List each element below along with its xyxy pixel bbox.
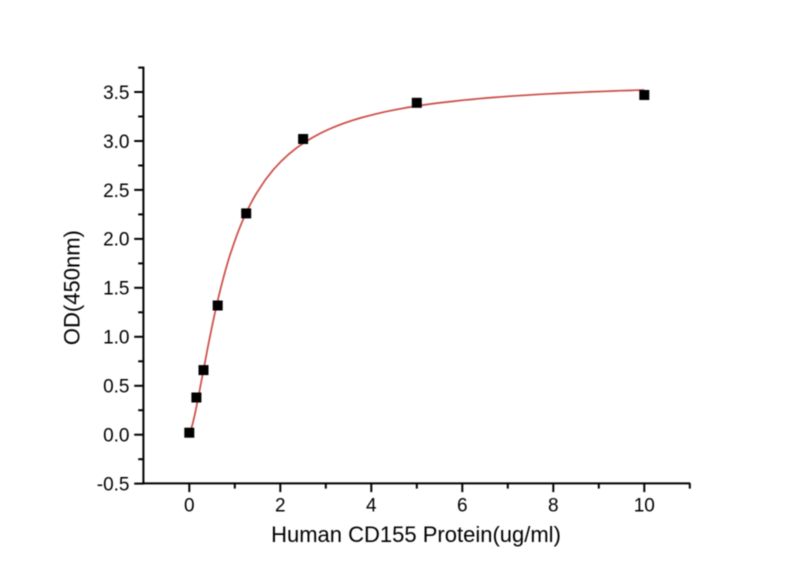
svg-text:OD(450nm): OD(450nm) bbox=[60, 230, 85, 345]
svg-text:-0.5: -0.5 bbox=[97, 474, 130, 495]
svg-text:1.5: 1.5 bbox=[103, 279, 129, 300]
svg-text:0: 0 bbox=[184, 496, 195, 517]
svg-text:0.5: 0.5 bbox=[103, 377, 129, 398]
svg-text:2.0: 2.0 bbox=[103, 230, 129, 251]
svg-text:Human CD155 Protein(ug/ml): Human CD155 Protein(ug/ml) bbox=[271, 522, 561, 547]
svg-text:10: 10 bbox=[634, 496, 655, 517]
svg-text:4: 4 bbox=[366, 496, 377, 517]
svg-text:3.5: 3.5 bbox=[103, 83, 129, 104]
svg-text:2: 2 bbox=[275, 496, 286, 517]
svg-text:2.5: 2.5 bbox=[103, 181, 129, 202]
svg-text:1.0: 1.0 bbox=[103, 328, 129, 349]
svg-text:3.0: 3.0 bbox=[103, 132, 129, 153]
svg-text:0.0: 0.0 bbox=[103, 426, 129, 447]
svg-text:6: 6 bbox=[457, 496, 468, 517]
svg-text:8: 8 bbox=[548, 496, 559, 517]
